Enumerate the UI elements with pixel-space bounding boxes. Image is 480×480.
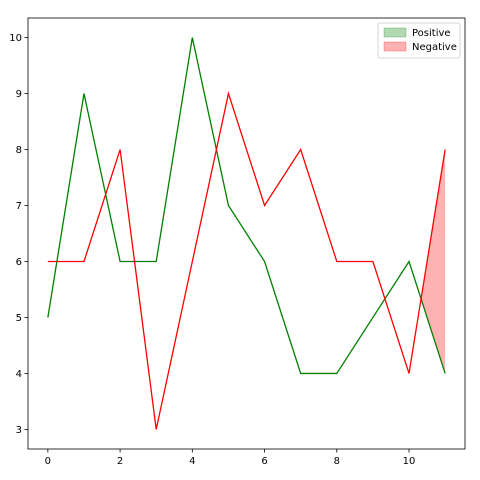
- plot-frame: [27, 17, 466, 450]
- negative-fill-region-0: [421, 149, 446, 374]
- series-1-line: [47, 37, 446, 375]
- legend: Positive Negative: [377, 22, 461, 59]
- x-axis: 0 2 4 6 8 10: [45, 449, 416, 467]
- y-tick-label: 9: [16, 89, 22, 100]
- legend-label-negative: Negative: [412, 42, 457, 53]
- x-tick-label: 8: [334, 456, 340, 467]
- y-tick-label: 7: [16, 201, 22, 212]
- y-tick-label: 8: [16, 145, 22, 156]
- fill-between-layer: [421, 149, 446, 374]
- legend-swatch-positive: [383, 27, 407, 38]
- series-2-line: [47, 91, 446, 430]
- legend-label-positive: Positive: [412, 28, 451, 39]
- x-tick-label: 6: [261, 456, 267, 467]
- y-tick-label: 6: [16, 257, 22, 268]
- y-tick-label: 3: [16, 425, 22, 436]
- x-tick-label: 2: [117, 456, 123, 467]
- x-tick-label: 4: [189, 456, 195, 467]
- x-tick-label: 10: [403, 456, 416, 467]
- legend-box: [377, 22, 461, 59]
- y-tick-label: 4: [16, 369, 22, 380]
- x-tick-label: 0: [45, 456, 51, 467]
- series-lines-layer: [47, 37, 446, 430]
- legend-swatch-negative: [383, 41, 407, 52]
- y-tick-label: 10: [9, 33, 22, 44]
- y-tick-label: 5: [16, 313, 22, 324]
- y-axis: 3 4 5 6 7 8 9 10: [9, 33, 28, 436]
